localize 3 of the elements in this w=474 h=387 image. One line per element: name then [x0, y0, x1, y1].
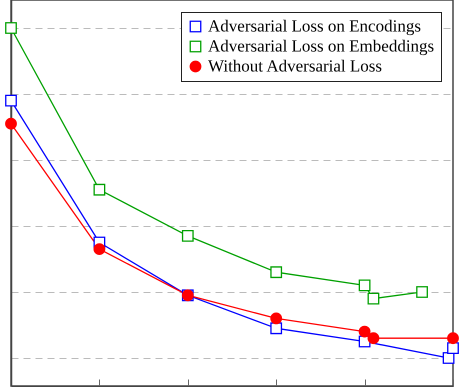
legend-label: Adversarial Loss on Embeddings	[208, 36, 434, 56]
legend-label: Without Adversarial Loss	[208, 56, 382, 76]
legend-label: Adversarial Loss on Encodings	[208, 16, 421, 36]
